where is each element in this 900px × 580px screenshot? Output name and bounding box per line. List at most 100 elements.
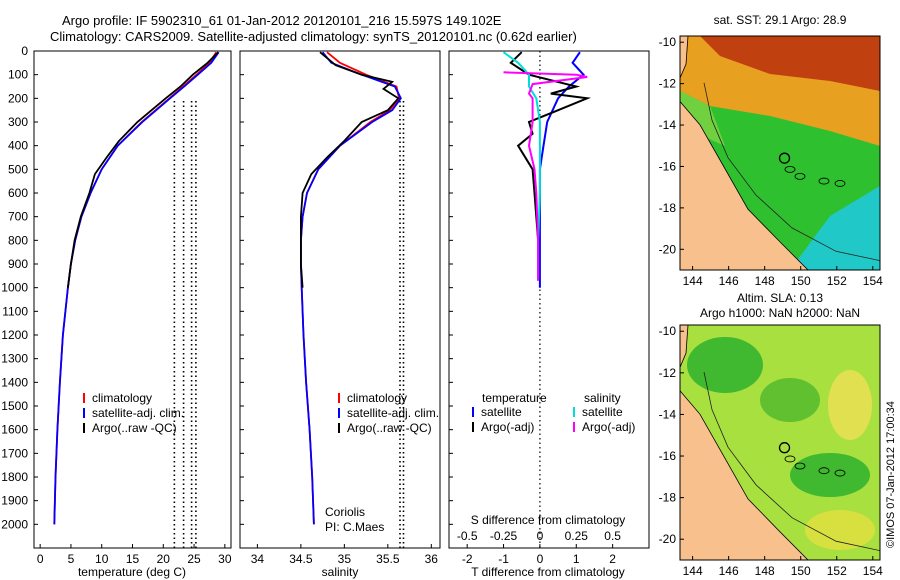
difference-axes bbox=[448, 50, 650, 549]
x-tick-label: 20 bbox=[157, 552, 171, 566]
map-y-tick-label: -20 bbox=[659, 242, 677, 256]
map-y-tick-label: -12 bbox=[659, 77, 677, 91]
land-mass bbox=[680, 100, 809, 270]
map-y-tick-label: -20 bbox=[659, 532, 677, 546]
map-x-tick-label: 152 bbox=[827, 564, 847, 578]
sst-hot-zone bbox=[700, 36, 880, 91]
sla-low-region bbox=[790, 453, 870, 497]
x-tick-label: -1 bbox=[498, 552, 509, 566]
figure-title-line2: Climatology: CARS2009. Satellite-adjuste… bbox=[50, 29, 577, 44]
map-frame bbox=[679, 324, 881, 561]
s-tick-label: 0 bbox=[537, 529, 544, 543]
x-tick-label: 35 bbox=[338, 552, 352, 566]
isobath-line bbox=[703, 82, 880, 261]
map-x-tick-label: 144 bbox=[683, 564, 703, 578]
x-tick-label: 10 bbox=[95, 552, 109, 566]
isobath-line bbox=[703, 371, 880, 551]
y-tick-label: 400 bbox=[8, 139, 28, 153]
series-line bbox=[503, 71, 588, 281]
y-tick-label: 1900 bbox=[1, 494, 28, 508]
map-y-tick-label: -10 bbox=[659, 35, 677, 49]
x-tick-label: 36 bbox=[425, 552, 439, 566]
legend-label: climatology bbox=[92, 391, 152, 405]
x-tick-label: -2 bbox=[462, 552, 473, 566]
land-mass bbox=[680, 325, 689, 368]
map-x-tick-label: 150 bbox=[791, 274, 811, 288]
sst-mid-zone bbox=[680, 91, 725, 146]
map-y-tick-label: -16 bbox=[659, 449, 677, 463]
argo-position-marker bbox=[778, 442, 791, 454]
legend-heading: salinity bbox=[584, 391, 621, 405]
s-tick-label: -0.5 bbox=[457, 529, 478, 543]
map-y-tick-label: -18 bbox=[659, 491, 677, 505]
reef-outline bbox=[784, 165, 796, 173]
series-line bbox=[67, 51, 219, 288]
x-tick-label: 1 bbox=[573, 552, 580, 566]
map-x-tick-label: 154 bbox=[863, 274, 883, 288]
s-tick-label: 0.5 bbox=[604, 529, 621, 543]
temperature-panel: 0100200300400500600700800900100011001200… bbox=[1, 44, 232, 579]
legend-label: Argo(..raw -QC) bbox=[92, 421, 177, 435]
x-tick-label: 25 bbox=[187, 552, 201, 566]
temperature-axes bbox=[33, 50, 232, 549]
map-y-tick-label: -14 bbox=[659, 407, 677, 421]
y-tick-label: 200 bbox=[8, 91, 28, 105]
y-tick-label: 700 bbox=[8, 210, 28, 224]
legend-label: satellite-adj. clim. bbox=[347, 406, 439, 420]
land-mass bbox=[680, 36, 689, 79]
map-field bbox=[680, 325, 880, 560]
float-agency: Coriolis bbox=[325, 505, 365, 519]
sla-high-region bbox=[828, 370, 872, 440]
x-axis-title-top: S difference from climatology bbox=[471, 513, 626, 527]
y-tick-label: 0 bbox=[21, 44, 28, 58]
map-x-tick-label: 146 bbox=[719, 564, 739, 578]
argo-position-marker bbox=[778, 152, 791, 164]
x-tick-label: 2 bbox=[609, 552, 616, 566]
map-x-tick-label: 144 bbox=[683, 274, 703, 288]
map-x-tick-label: 152 bbox=[827, 274, 847, 288]
y-tick-label: 1600 bbox=[1, 423, 28, 437]
map-y-tick-label: -12 bbox=[659, 366, 677, 380]
map-x-tick-label: 154 bbox=[863, 564, 883, 578]
y-tick-label: 2000 bbox=[1, 517, 28, 531]
x-tick-label: 0 bbox=[537, 552, 544, 566]
map-frame bbox=[679, 35, 881, 271]
watermark: ©IMOS 07-Jan-2012 17:00:34 bbox=[885, 401, 897, 548]
y-tick-label: 1700 bbox=[1, 446, 28, 460]
y-tick-label: 600 bbox=[8, 186, 28, 200]
land-mass bbox=[680, 390, 809, 560]
x-tick-label: 34.5 bbox=[289, 552, 313, 566]
map-subtitle: Argo h1000: NaN h2000: NaN bbox=[700, 306, 860, 320]
figure-title-line1: Argo profile: IF 5902310_61 01-Jan-2012 … bbox=[62, 13, 502, 28]
map-title: sat. SST: 29.1 Argo: 28.9 bbox=[714, 13, 847, 27]
legend-label: Argo(..raw -QC) bbox=[347, 421, 432, 435]
difference-panel: -2 -1 0 1 2 -0.5 -0.25 0 0.25 0.5 T difference fro… bbox=[448, 50, 650, 579]
y-tick-label: 1800 bbox=[1, 470, 28, 484]
reef-outline bbox=[794, 172, 806, 180]
reef-outline bbox=[834, 469, 846, 477]
map-x-tick-label: 150 bbox=[791, 564, 811, 578]
reef-outline bbox=[784, 455, 796, 463]
map-y-tick-label: -18 bbox=[659, 201, 677, 215]
y-tick-label: 1100 bbox=[2, 304, 28, 318]
y-tick-label: 1500 bbox=[1, 399, 28, 413]
series-line bbox=[299, 51, 400, 288]
y-tick-label: 100 bbox=[8, 68, 28, 82]
x-tick-label: 34 bbox=[251, 552, 265, 566]
legend-label: satellite bbox=[582, 405, 623, 419]
y-tick-label: 1200 bbox=[1, 328, 28, 342]
reef-outline bbox=[834, 180, 846, 187]
y-tick-label: 1400 bbox=[1, 375, 28, 389]
float-pi: PI: C.Maes bbox=[325, 520, 384, 534]
s-tick-label: 0.25 bbox=[565, 529, 589, 543]
legend-label: satellite bbox=[481, 405, 522, 419]
reef-outline bbox=[794, 462, 806, 470]
reef-outline bbox=[818, 177, 830, 185]
sst-cool-zone bbox=[790, 186, 880, 270]
reef-outline bbox=[818, 467, 830, 475]
y-tick-label: 300 bbox=[8, 115, 28, 129]
x-tick-label: 15 bbox=[126, 552, 140, 566]
sla-high-region bbox=[805, 510, 875, 550]
